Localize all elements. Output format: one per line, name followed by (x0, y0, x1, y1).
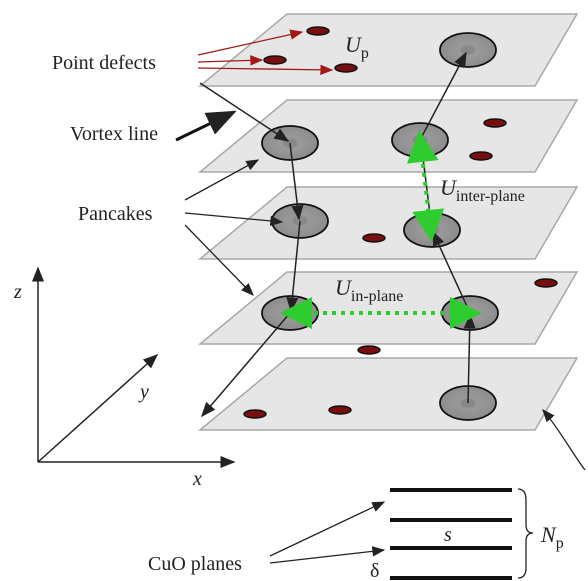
stack-label: Np (540, 522, 564, 552)
label: Pancakes (78, 203, 153, 225)
vortex-lines (199, 51, 476, 418)
vortex-arrow (175, 110, 237, 142)
defect-arrows (197, 29, 334, 76)
label: Vortex line (70, 123, 158, 145)
stack-label: δ (370, 560, 379, 581)
axis-label: x (192, 468, 202, 490)
text-part: U (335, 275, 353, 300)
axes (32, 266, 236, 468)
brace (517, 488, 534, 579)
point-defects (243, 26, 558, 419)
label: Point defects (52, 52, 156, 74)
label-arrows (184, 159, 586, 564)
text-part: U (440, 175, 458, 200)
axis-label: y (138, 381, 149, 403)
text-part: in-plane (351, 288, 403, 305)
label: CuO planes (148, 553, 242, 575)
text-part: N (540, 522, 557, 547)
text-part: U (345, 32, 363, 57)
cuo-stack (390, 488, 512, 580)
stack-label: s (444, 524, 452, 546)
text-part: p (556, 535, 564, 552)
planes (197, 13, 579, 431)
text-part: p (361, 45, 369, 62)
energy: Up (345, 32, 369, 62)
axis-label: z (13, 281, 22, 303)
energy: Uinter-plane (440, 175, 525, 205)
interactions (280, 130, 482, 329)
energy: Uin-plane (335, 275, 403, 305)
text-part: inter-plane (456, 188, 525, 205)
